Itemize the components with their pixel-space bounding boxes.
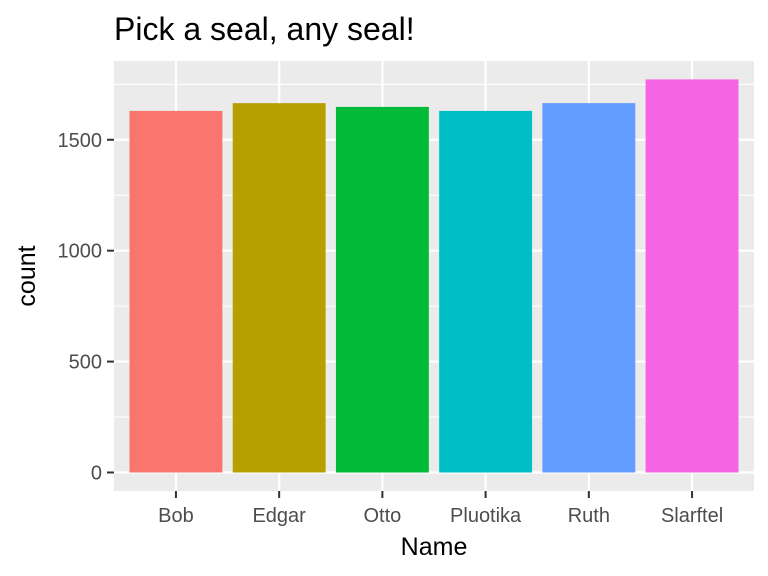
bar-otto xyxy=(335,106,429,473)
x-tick-label: Pluotika xyxy=(450,505,522,527)
x-tick-label: Bob xyxy=(158,505,194,527)
y-tick-label: 0 xyxy=(91,463,102,485)
bar-bob xyxy=(129,110,223,473)
y-tick-label: 1500 xyxy=(58,130,103,152)
y-axis: 0 500 1000 1500 xyxy=(58,130,114,485)
bar-slarftel xyxy=(645,79,739,473)
x-tick-label: Ruth xyxy=(568,505,610,527)
bars xyxy=(129,79,739,473)
bar-edgar xyxy=(232,103,326,473)
y-tick-label: 500 xyxy=(69,352,102,374)
x-axis: Bob Edgar Otto Pluotika Ruth Slarftel xyxy=(158,491,723,527)
bar-pluotika xyxy=(439,110,533,473)
bar-ruth xyxy=(542,103,636,473)
x-tick-label: Slarftel xyxy=(661,505,723,527)
x-tick-label: Otto xyxy=(363,505,401,527)
x-axis-title: Name xyxy=(401,533,468,561)
chart-title: Pick a seal, any seal! xyxy=(114,11,415,47)
y-tick-label: 1000 xyxy=(58,241,103,263)
x-tick-label: Edgar xyxy=(252,505,306,527)
y-axis-title: count xyxy=(13,245,41,306)
